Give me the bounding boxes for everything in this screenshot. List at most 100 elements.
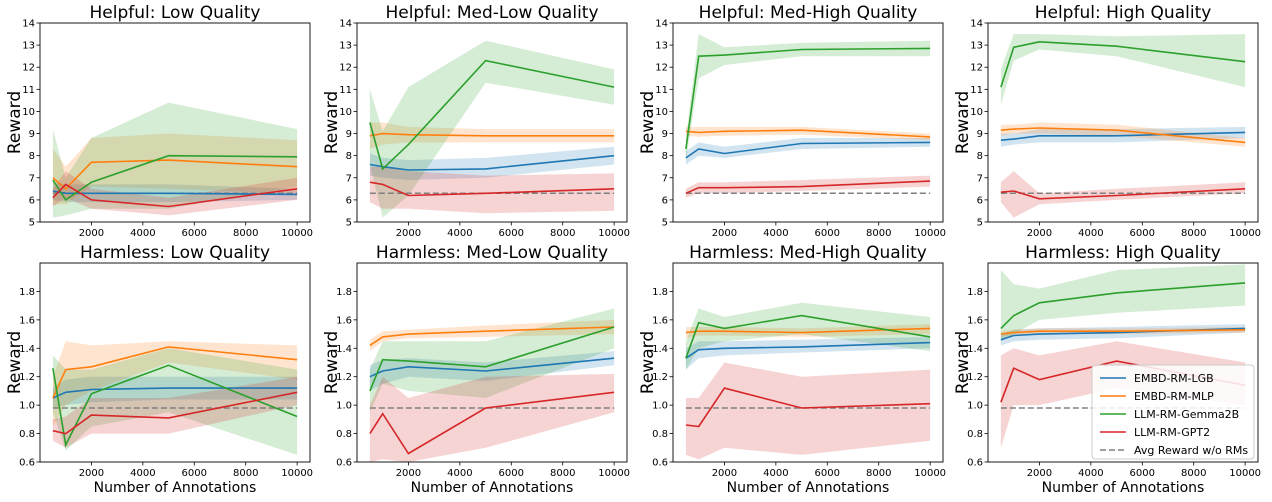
x-tick-label: 4000 bbox=[447, 468, 472, 479]
x-tick-label: 8000 bbox=[233, 228, 258, 239]
confidence-band bbox=[52, 171, 298, 216]
x-tick-label: 2000 bbox=[712, 468, 737, 479]
x-tick-label: 4000 bbox=[1078, 228, 1103, 239]
y-tick-label: 6 bbox=[662, 195, 668, 206]
y-tick-label: 12 bbox=[655, 63, 668, 74]
series-line bbox=[369, 59, 615, 171]
x-tick-label: 10000 bbox=[914, 228, 946, 239]
panel-4: 5 6 7 8 9 10 11 12 13 14 2000 4000 6000 8000 10000 Help… bbox=[953, 3, 1261, 239]
x-tick-label: 6000 bbox=[1130, 228, 1155, 239]
y-tick-label: 1.2 bbox=[967, 372, 983, 383]
y-tick-label: 0.8 bbox=[652, 429, 668, 440]
confidence-band bbox=[1000, 171, 1246, 218]
chart-title: Helpful: Med-High Quality bbox=[699, 3, 918, 23]
x-tick-label: 4000 bbox=[447, 228, 472, 239]
x-tick-label: 2000 bbox=[79, 228, 104, 239]
x-tick-label: 8000 bbox=[866, 228, 891, 239]
y-tick-label: 12 bbox=[339, 63, 352, 74]
y-tick-label: 6 bbox=[29, 195, 35, 206]
x-tick-label: 4000 bbox=[130, 468, 155, 479]
chart-title: Helpful: High Quality bbox=[1035, 3, 1212, 23]
series-line bbox=[52, 183, 298, 208]
plot-area bbox=[1000, 34, 1246, 218]
y-tick-label: 9 bbox=[977, 129, 983, 140]
series-line bbox=[52, 391, 298, 435]
x-tick-label: 10000 bbox=[914, 468, 946, 479]
x-tick-label: 8000 bbox=[233, 468, 258, 479]
legend-entry: LLM-RM-Gemma2B bbox=[1134, 408, 1239, 421]
y-tick-label: 1.8 bbox=[336, 287, 352, 298]
confidence-band bbox=[369, 319, 615, 352]
y-tick-label: 9 bbox=[346, 129, 352, 140]
y-tick-label: 13 bbox=[339, 41, 352, 52]
axes-frame bbox=[356, 22, 628, 223]
series-line bbox=[1000, 40, 1246, 88]
x-tick-label: 6000 bbox=[182, 468, 207, 479]
x-tick-label: 6000 bbox=[499, 468, 524, 479]
y-axis-label: Reward bbox=[322, 331, 342, 394]
x-tick-label: 8000 bbox=[1181, 228, 1206, 239]
x-tick-label: 2000 bbox=[1027, 228, 1052, 239]
y-tick-label: 7 bbox=[977, 173, 983, 184]
plot-area bbox=[685, 302, 931, 460]
y-tick-label: 1.6 bbox=[967, 315, 983, 326]
panel-2: 5 6 7 8 9 10 11 12 13 14 2000 4000 6000 8000 10000 Help… bbox=[322, 3, 630, 239]
x-tick-label: 10000 bbox=[598, 228, 630, 239]
axes-frame bbox=[356, 262, 628, 463]
confidence-band bbox=[685, 324, 931, 339]
x-axis-label: Number of Annotations bbox=[1042, 480, 1205, 496]
panel-7: 0.6 0.8 1.0 1.2 1.4 1.6 1.8 2000 4000 6000 8000 100… bbox=[638, 243, 946, 496]
y-tick-label: 1.0 bbox=[19, 401, 35, 412]
y-tick-label: 0.8 bbox=[19, 429, 35, 440]
series-line bbox=[369, 326, 615, 347]
x-tick-label: 10000 bbox=[281, 468, 313, 479]
confidence-band bbox=[685, 302, 931, 370]
x-tick-label: 8000 bbox=[550, 468, 575, 479]
y-tick-label: 1.4 bbox=[336, 344, 352, 355]
series-line bbox=[1000, 282, 1246, 329]
y-tick-label: 0.8 bbox=[967, 429, 983, 440]
y-tick-label: 14 bbox=[655, 19, 668, 30]
x-tick-label: 4000 bbox=[1078, 468, 1103, 479]
y-tick-label: 5 bbox=[29, 218, 35, 229]
y-tick-label: 1.8 bbox=[967, 287, 983, 298]
chart-title: Harmless: Med-High Quality bbox=[689, 243, 927, 263]
series-line bbox=[685, 387, 931, 428]
axes-frame bbox=[987, 22, 1259, 223]
y-tick-label: 1.8 bbox=[652, 287, 668, 298]
y-tick-label: 1.6 bbox=[652, 315, 668, 326]
series-line bbox=[52, 387, 298, 399]
x-tick-label: 2000 bbox=[712, 228, 737, 239]
y-tick-label: 0.6 bbox=[652, 458, 668, 469]
series-line bbox=[369, 326, 615, 392]
confidence-band bbox=[52, 133, 298, 205]
y-tick-label: 9 bbox=[29, 129, 35, 140]
y-tick-label: 1.4 bbox=[652, 344, 668, 355]
y-tick-label: 1.0 bbox=[652, 401, 668, 412]
series-line bbox=[52, 346, 298, 399]
series-line bbox=[1000, 127, 1246, 144]
y-axis-label: Reward bbox=[5, 331, 25, 394]
series-line bbox=[1000, 329, 1246, 335]
confidence-band bbox=[52, 348, 298, 455]
legend-entry: EMBD-RM-LGB bbox=[1134, 372, 1214, 385]
confidence-band bbox=[1000, 34, 1246, 105]
chart-title: Harmless: Med-Low Quality bbox=[376, 243, 608, 263]
series-line bbox=[685, 314, 931, 359]
y-tick-label: 9 bbox=[662, 129, 668, 140]
chart-title: Helpful: Low Quality bbox=[90, 3, 261, 23]
x-axis-label: Number of Annotations bbox=[727, 480, 890, 496]
axes-frame bbox=[39, 262, 311, 463]
x-tick-label: 6000 bbox=[182, 228, 207, 239]
legend-entry: EMBD-RM-MLP bbox=[1134, 390, 1214, 403]
series-line bbox=[52, 364, 298, 448]
x-tick-label: 8000 bbox=[1181, 468, 1206, 479]
chart-title: Harmless: High Quality bbox=[1025, 243, 1221, 263]
panel-6: 0.6 0.8 1.0 1.2 1.4 1.6 1.8 2000 4000 6000 8000 100… bbox=[322, 243, 630, 496]
y-tick-label: 1.8 bbox=[19, 287, 35, 298]
x-tick-label: 6000 bbox=[815, 468, 840, 479]
y-tick-label: 5 bbox=[662, 218, 668, 229]
y-tick-label: 1.4 bbox=[967, 344, 983, 355]
axes-frame bbox=[672, 262, 944, 463]
y-tick-label: 11 bbox=[970, 85, 983, 96]
